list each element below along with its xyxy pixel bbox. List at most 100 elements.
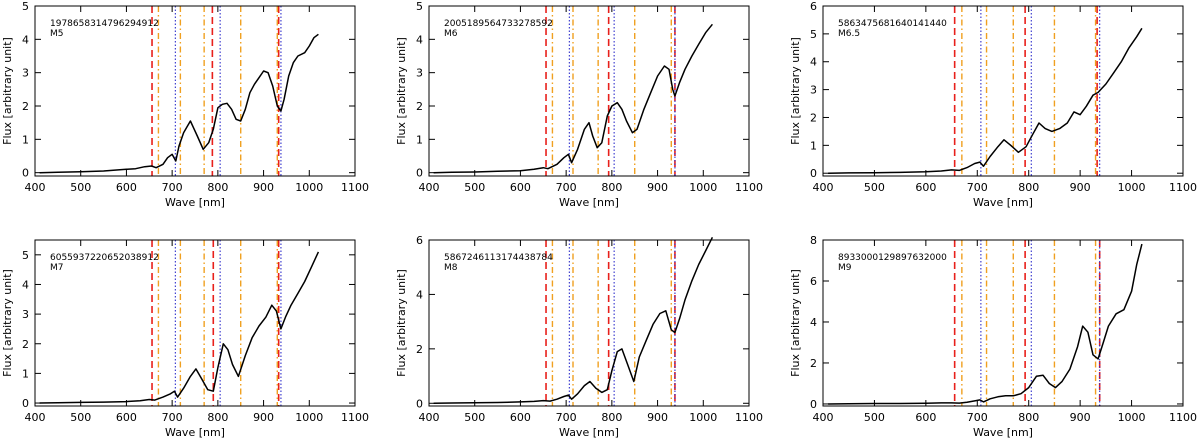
axes-frame bbox=[428, 239, 750, 407]
y-tick-label: 1 bbox=[416, 133, 423, 146]
object-id-label: 5863475681640141440 bbox=[838, 19, 947, 29]
y-tick-label: 6 bbox=[810, 275, 817, 288]
y-tick-label: 4 bbox=[810, 56, 817, 69]
spectrum-line bbox=[39, 33, 319, 174]
x-tick-label: 700 bbox=[556, 181, 577, 194]
x-tick-label: 600 bbox=[510, 411, 531, 424]
x-axis-label: Wave [nm] bbox=[559, 426, 619, 439]
y-axis-label: Flux [arbitrary unit] bbox=[395, 37, 408, 145]
y-tick-label: 1 bbox=[810, 139, 817, 152]
y-tick-label: 4 bbox=[22, 33, 29, 46]
panel-3: 400 500 600 700 800 900 1000 1100 0 1 2 3 4 5 Wave [nm… bbox=[1, 239, 369, 439]
y-tick-label: 3 bbox=[22, 67, 29, 80]
x-tick-label: 800 bbox=[207, 181, 228, 194]
y-tick-label: 0 bbox=[22, 397, 29, 410]
object-id-label: 2005189564733278592 bbox=[444, 19, 553, 29]
axes-frame bbox=[34, 5, 356, 177]
x-tick-label: 800 bbox=[1018, 181, 1039, 194]
spectral-type-label: M8 bbox=[444, 263, 458, 273]
x-tick-label: 400 bbox=[813, 181, 834, 194]
x-tick-label: 1000 bbox=[295, 411, 323, 424]
x-axis-label: Wave [nm] bbox=[165, 426, 225, 439]
spectral-type-label: M9 bbox=[838, 263, 852, 273]
panel-4: 400 500 600 700 800 900 1000 1100 0 2 4 6 Wave [nm] F… bbox=[395, 234, 763, 439]
spectrum-line bbox=[39, 251, 320, 404]
x-tick-label: 1100 bbox=[735, 181, 763, 194]
x-tick-label: 1100 bbox=[1169, 181, 1197, 194]
object-id-label: 1978658314796294912 bbox=[50, 19, 159, 29]
x-tick-label: 1000 bbox=[1118, 411, 1146, 424]
y-tick-label: 6 bbox=[810, 0, 817, 13]
spectral-type-label: M5 bbox=[50, 29, 64, 39]
y-axis-label: Flux [arbitrary unit] bbox=[395, 269, 408, 377]
x-tick-label: 600 bbox=[915, 181, 936, 194]
x-tick-label: 1100 bbox=[1169, 411, 1197, 424]
y-tick-label: 2 bbox=[22, 338, 29, 351]
object-id-label: 5867246113174438784 bbox=[444, 253, 553, 263]
x-tick-label: 500 bbox=[464, 181, 485, 194]
y-tick-label: 2 bbox=[416, 343, 423, 356]
y-tick-label: 0 bbox=[810, 167, 817, 180]
spectral-type-label: M6.5 bbox=[838, 29, 860, 39]
panel-2: 400 500 600 700 800 900 1000 1100 0 1 2 3 4 5 6 Wave [n… bbox=[789, 0, 1197, 209]
x-tick-label: 800 bbox=[207, 411, 228, 424]
y-tick-label: 4 bbox=[416, 288, 423, 301]
spectral-type-label: M6 bbox=[444, 29, 458, 39]
x-tick-label: 400 bbox=[419, 181, 440, 194]
axes-frame bbox=[34, 239, 356, 407]
y-axis-label: Flux [arbitrary unit] bbox=[1, 269, 14, 377]
x-tick-label: 500 bbox=[864, 181, 885, 194]
y-tick-label: 5 bbox=[22, 249, 29, 262]
x-tick-label: 700 bbox=[967, 181, 988, 194]
spectrum-line bbox=[433, 23, 713, 174]
x-axis-label: Wave [nm] bbox=[559, 196, 619, 209]
x-tick-label: 700 bbox=[162, 181, 183, 194]
x-tick-label: 500 bbox=[70, 411, 91, 424]
y-tick-label: 3 bbox=[416, 67, 423, 80]
x-tick-label: 1100 bbox=[341, 411, 369, 424]
y-axis-label: Flux [arbitrary unit] bbox=[789, 37, 802, 145]
x-tick-label: 400 bbox=[25, 181, 46, 194]
y-axis-label: Flux [arbitrary unit] bbox=[1, 37, 14, 145]
x-tick-label: 1000 bbox=[689, 411, 717, 424]
x-tick-label: 700 bbox=[162, 411, 183, 424]
y-tick-label: 1 bbox=[22, 367, 29, 380]
x-axis-label: Wave [nm] bbox=[973, 196, 1033, 209]
x-tick-label: 800 bbox=[1018, 411, 1039, 424]
y-tick-label: 5 bbox=[810, 28, 817, 41]
x-tick-label: 400 bbox=[813, 411, 834, 424]
x-tick-label: 500 bbox=[864, 411, 885, 424]
y-tick-label: 2 bbox=[810, 357, 817, 370]
y-tick-label: 0 bbox=[416, 167, 423, 180]
y-tick-label: 2 bbox=[810, 111, 817, 124]
spectrum-line bbox=[828, 27, 1143, 174]
x-tick-label: 1000 bbox=[1118, 181, 1146, 194]
y-tick-label: 4 bbox=[416, 33, 423, 46]
y-axis-label: Flux [arbitrary unit] bbox=[789, 269, 802, 377]
x-tick-label: 600 bbox=[510, 181, 531, 194]
x-tick-label: 1000 bbox=[295, 181, 323, 194]
x-tick-label: 400 bbox=[419, 411, 440, 424]
x-tick-label: 900 bbox=[1070, 181, 1091, 194]
y-tick-label: 0 bbox=[22, 167, 29, 180]
axes-frame bbox=[822, 5, 1184, 177]
y-tick-label: 4 bbox=[810, 316, 817, 329]
x-tick-label: 900 bbox=[253, 181, 274, 194]
x-tick-label: 900 bbox=[647, 181, 668, 194]
y-tick-label: 4 bbox=[22, 278, 29, 291]
object-id-label: 8933000129897632000 bbox=[838, 253, 947, 263]
y-tick-label: 0 bbox=[416, 397, 423, 410]
x-tick-label: 900 bbox=[253, 411, 274, 424]
x-tick-label: 600 bbox=[116, 181, 137, 194]
axes-frame bbox=[428, 5, 750, 177]
y-tick-label: 0 bbox=[810, 398, 817, 411]
y-tick-label: 5 bbox=[416, 0, 423, 13]
y-tick-label: 3 bbox=[22, 308, 29, 321]
x-tick-label: 800 bbox=[601, 181, 622, 194]
x-tick-label: 500 bbox=[70, 181, 91, 194]
x-tick-label: 600 bbox=[116, 411, 137, 424]
x-tick-label: 1100 bbox=[735, 411, 763, 424]
x-tick-label: 800 bbox=[601, 411, 622, 424]
y-tick-label: 2 bbox=[416, 100, 423, 113]
